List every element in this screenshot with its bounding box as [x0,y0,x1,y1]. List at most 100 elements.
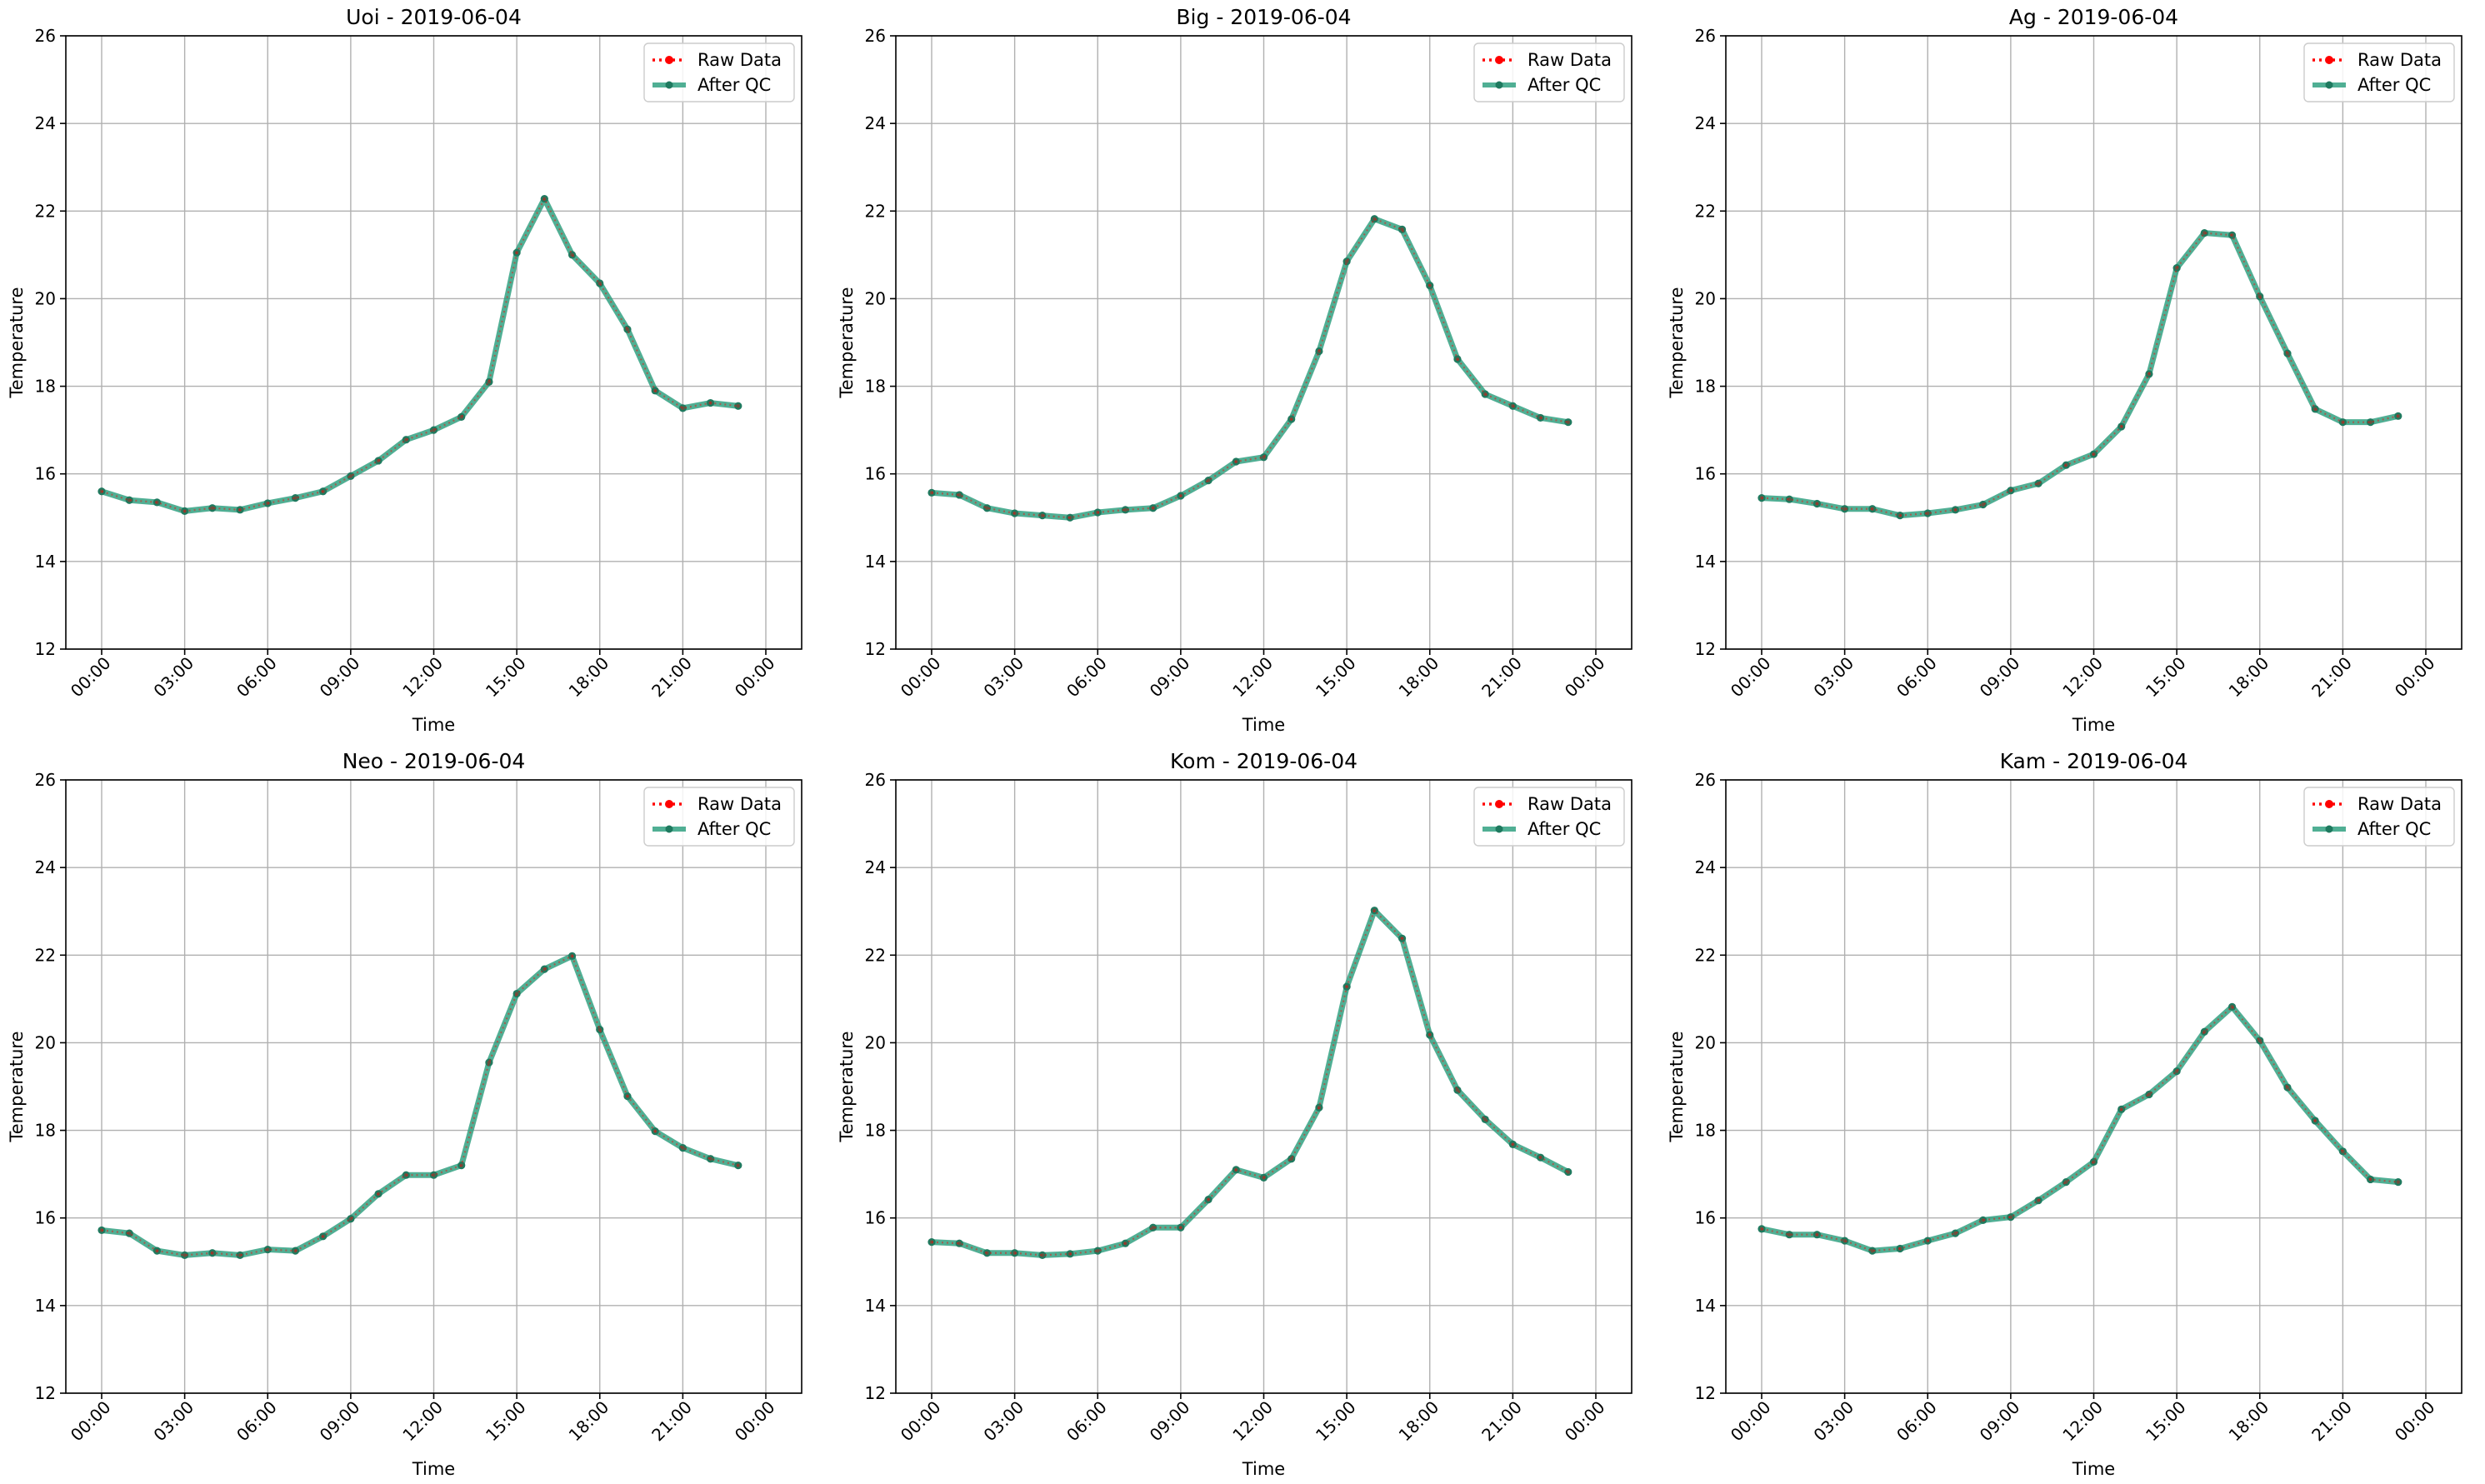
raw-data-point [1455,1088,1460,1092]
y-tick-label: 12 [865,639,886,659]
raw-data-point [293,496,298,500]
legend-raw-label: Raw Data [2358,50,2442,70]
raw-data-point [625,327,630,332]
after-qc-point [236,1251,244,1259]
after-qc-point [319,487,328,496]
after-qc-point [1370,907,1378,915]
after-qc-point [2145,1090,2153,1099]
y-tick-label: 20 [35,288,56,308]
subplot-kam: 12 14 16 18 20 22 24 26 00:00 03:00 06:00 09:00 12:0… [1667,749,2462,1479]
raw-data-point [1400,937,1404,941]
y-tick-label: 26 [1695,770,1716,790]
after-qc-point [402,1171,410,1179]
legend-qc-marker [1495,825,1503,833]
after-qc-point [1979,500,1988,509]
legend-qc-label: After QC [2358,75,2431,95]
after-qc-point [1508,402,1517,410]
after-qc-point [1812,499,1822,508]
y-tick-label: 18 [35,1121,56,1141]
raw-data-point [210,506,215,510]
legend-qc-marker [665,825,673,833]
y-axis-label: Temperature [7,1031,27,1142]
raw-data-point [1788,1232,1792,1237]
after-qc-point [2034,1197,2042,1205]
raw-data-point [1400,227,1404,232]
y-tick-label: 16 [1695,1208,1716,1228]
series-after-qc [98,194,742,516]
raw-data-point [238,1253,242,1257]
series-raw-data [1759,231,2400,517]
x-tick-label: 03:00 [1809,1397,1858,1446]
after-qc-point [98,1226,106,1235]
legend-raw-label: Raw Data [1528,794,1612,814]
chart-title: Ag - 2019-06-04 [2009,5,2178,29]
y-tick-label: 26 [865,770,886,790]
after-qc-point [2256,292,2264,301]
raw-data-point [1040,1253,1045,1257]
after-qc-point [1979,1216,1988,1224]
series-after-qc [1758,1002,2402,1255]
raw-data-point [2285,1085,2290,1090]
after-qc-point [181,507,189,516]
raw-data-point [321,489,325,493]
raw-data-point [1870,1248,1875,1253]
y-tick-label: 26 [35,770,56,790]
x-tick-label: 00:00 [897,1397,945,1446]
after-qc-point [1453,1086,1462,1094]
after-qc-point [2062,461,2070,469]
raw-data-point [598,281,602,286]
raw-data-point [1289,417,1293,422]
after-qc-point [512,989,521,998]
y-tick-label: 14 [35,552,56,572]
raw-data-point [459,1163,463,1167]
after-qc-point [1896,1244,1904,1253]
raw-data-point [958,1242,962,1246]
raw-data-point [1151,506,1155,510]
raw-data-point [321,1234,325,1238]
raw-data-point [2119,1107,2123,1112]
raw-data-point [985,1251,989,1255]
after-qc-point [678,1144,687,1152]
after-qc-line [931,216,1569,521]
y-tick-label: 12 [35,1383,56,1403]
after-qc-point [152,1247,162,1255]
raw-data-point [1428,1032,1432,1037]
y-tick-label: 24 [865,857,886,877]
after-qc-point [208,504,217,512]
y-axis-label: Temperature [7,287,27,398]
x-tick-label: 18:00 [1395,1397,1443,1446]
after-qc-point [568,251,577,259]
raw-data-point [1262,1176,1266,1180]
after-qc-point [2283,349,2292,357]
legend-raw-marker [1495,800,1503,808]
after-qc-point [706,398,715,407]
raw-data-point [266,501,270,506]
x-tick-label: 03:00 [979,653,1028,702]
after-qc-point [982,504,992,512]
y-tick-label: 24 [35,113,56,133]
raw-data-point [2036,1198,2041,1202]
after-qc-point [1177,1223,1185,1232]
raw-data-line [101,197,738,512]
raw-data-point [1538,1155,1542,1160]
raw-data-point [625,1094,630,1098]
raw-data-point [1511,1142,1515,1147]
y-axis-label: Temperature [837,1031,857,1142]
raw-data-point [1759,496,1764,500]
series-raw-data [99,954,740,1257]
raw-data-point [182,509,187,513]
raw-data-point [182,1253,187,1257]
chart-title: Uoi - 2019-06-04 [346,5,522,29]
y-tick-label: 18 [865,1121,886,1141]
after-qc-point [1758,494,1766,502]
y-axis-label: Temperature [1667,1031,1687,1142]
raw-data-point [1482,392,1488,397]
raw-data-point [210,1251,215,1255]
legend: Raw Data After QC [2303,42,2455,102]
after-qc-point [2311,1117,2319,1125]
after-qc-point [1315,1103,1323,1112]
subplot-neo: 12 14 16 18 20 22 24 26 00:00 03:00 06:00 09:00 12:0… [7,749,802,1479]
raw-data-point [570,954,574,958]
series-raw-data [929,217,1570,520]
raw-data-point [1123,1242,1128,1246]
